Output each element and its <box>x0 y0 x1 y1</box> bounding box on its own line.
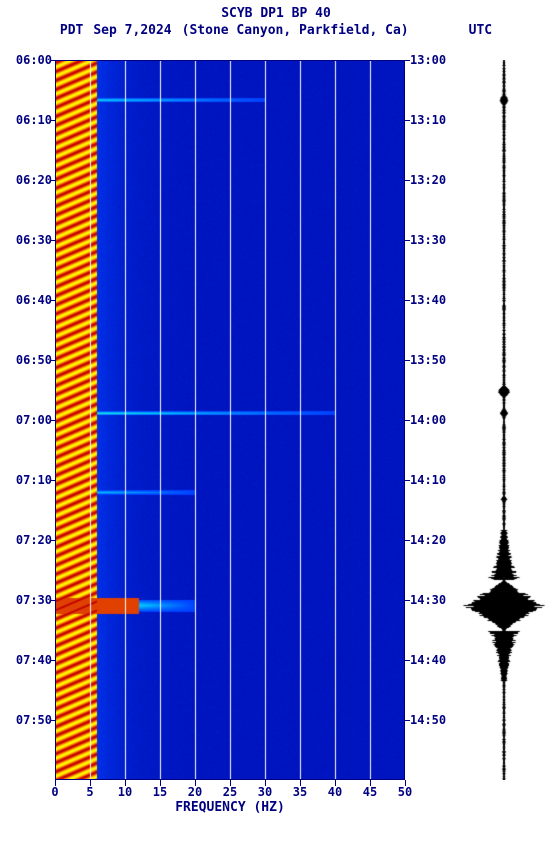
y-tick-left: 07:20 <box>2 533 52 547</box>
y-tick-right: 14:20 <box>410 533 460 547</box>
waveform-canvas <box>460 60 548 780</box>
x-tick: 0 <box>40 785 70 799</box>
y-tick-left: 06:40 <box>2 293 52 307</box>
y-tick-left: 06:20 <box>2 173 52 187</box>
location-label: (Stone Canyon, Parkfield, Ca) <box>182 23 409 38</box>
spectrogram-plot <box>55 60 405 780</box>
y-tick-right: 14:50 <box>410 713 460 727</box>
y-tick-right: 14:40 <box>410 653 460 667</box>
x-tick: 25 <box>215 785 245 799</box>
x-tick: 5 <box>75 785 105 799</box>
chart-title: SCYB DP1 BP 40 <box>0 0 552 23</box>
y-tick-left: 06:10 <box>2 113 52 127</box>
x-tick: 10 <box>110 785 140 799</box>
tz-left-label: PDT <box>60 23 83 38</box>
y-tick-right: 14:30 <box>410 593 460 607</box>
y-tick-left: 06:50 <box>2 353 52 367</box>
y-tick-right: 14:10 <box>410 473 460 487</box>
y-tick-right: 13:00 <box>410 53 460 67</box>
y-tick-left: 07:10 <box>2 473 52 487</box>
x-tick: 50 <box>390 785 420 799</box>
y-tick-right: 13:20 <box>410 173 460 187</box>
date-label: Sep 7,2024 <box>93 23 171 38</box>
y-tick-right: 14:00 <box>410 413 460 427</box>
x-tick: 30 <box>250 785 280 799</box>
x-tick: 45 <box>355 785 385 799</box>
x-tick: 15 <box>145 785 175 799</box>
y-tick-left: 06:00 <box>2 53 52 67</box>
y-tick-left: 07:40 <box>2 653 52 667</box>
chart-subtitle: PDT Sep 7,2024 (Stone Canyon, Parkfield,… <box>0 23 552 38</box>
y-tick-right: 13:10 <box>410 113 460 127</box>
x-tick: 20 <box>180 785 210 799</box>
x-tick: 40 <box>320 785 350 799</box>
spectrogram-canvas <box>55 60 405 780</box>
x-tick: 35 <box>285 785 315 799</box>
tz-right-label: UTC <box>469 23 492 38</box>
y-tick-right: 13:30 <box>410 233 460 247</box>
y-tick-left: 06:30 <box>2 233 52 247</box>
y-tick-right: 13:40 <box>410 293 460 307</box>
y-tick-right: 13:50 <box>410 353 460 367</box>
x-axis-label: FREQUENCY (HZ) <box>55 800 405 815</box>
y-tick-left: 07:50 <box>2 713 52 727</box>
y-tick-left: 07:30 <box>2 593 52 607</box>
y-tick-left: 07:00 <box>2 413 52 427</box>
